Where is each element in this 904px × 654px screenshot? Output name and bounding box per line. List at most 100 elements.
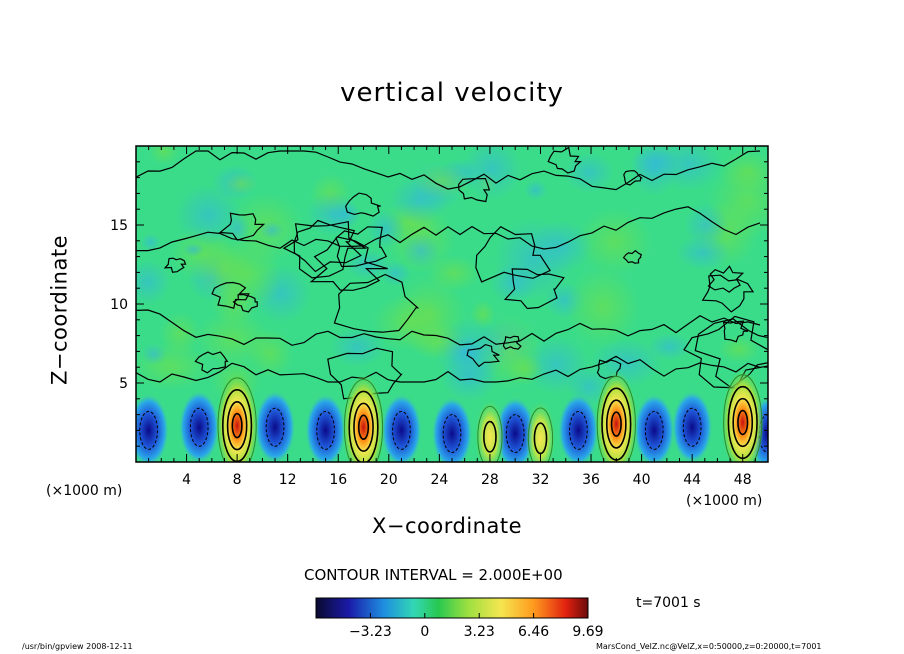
texture-blob [435, 317, 506, 387]
colorbar-ticks: −3.23 0 3.23 6.46 9.69 [349, 613, 604, 640]
updraft-contour [231, 412, 243, 439]
contour-line [136, 355, 761, 383]
texture-blob [576, 207, 653, 277]
x-tick-label: 36 [582, 472, 600, 488]
updraft-cell [342, 373, 386, 462]
contour-line [335, 226, 388, 268]
x-tick-label: 48 [734, 472, 752, 488]
downdraft-cell [136, 394, 169, 462]
downdraft-contour [316, 410, 335, 450]
x-tick-label: 20 [380, 472, 398, 488]
x-tick-label: 44 [683, 472, 701, 488]
updraft-cell [215, 371, 259, 462]
contour-line [309, 236, 388, 291]
contour-line [211, 281, 250, 309]
colorbar-tick-label: 3.23 [464, 624, 495, 640]
texture-blob [159, 311, 202, 356]
contour-line [218, 212, 266, 241]
updraft-contour [343, 379, 384, 462]
texture-blob [330, 327, 385, 367]
convective-cells [136, 368, 768, 462]
footer-program-date: /usr/bin/gpview 2008-12-11 [22, 642, 133, 651]
texture-blob [647, 333, 692, 361]
contour-line [475, 225, 551, 283]
texture-blob [565, 265, 640, 349]
contour-line [293, 219, 362, 273]
texture-blob [223, 172, 258, 195]
y-tick-label: 15 [110, 218, 128, 234]
y-tick-label: 10 [110, 297, 128, 313]
updraft-cell [474, 398, 506, 462]
contour-line [327, 347, 403, 400]
x-axis-label: X−coordinate [372, 514, 522, 538]
downdraft-contour [644, 410, 664, 450]
contour-line [694, 318, 768, 389]
x-unit-label-right: (×1000 m) [686, 493, 763, 509]
texture-blob [140, 233, 161, 252]
texture-blob [259, 220, 285, 240]
texture-blob [182, 242, 205, 257]
downdraft-contour [139, 410, 158, 450]
downdraft-cell [431, 397, 473, 462]
downdraft-contour [392, 410, 411, 450]
contour-line [163, 257, 187, 273]
updraft-contour [596, 375, 636, 462]
contour-line [622, 249, 643, 264]
contour-line [701, 274, 755, 313]
texture-blob [225, 213, 250, 243]
texture-blob [427, 255, 481, 292]
plot-area [136, 146, 768, 462]
updraft-contour [533, 422, 548, 455]
updraft-contour [527, 407, 554, 462]
texture-blob [413, 163, 471, 199]
updraft-cell [525, 400, 556, 462]
downdraft-contour [569, 410, 588, 450]
downdraft-cell [634, 394, 675, 462]
contour-line [722, 320, 749, 343]
x-tick-label: 12 [279, 472, 297, 488]
contour-line [136, 150, 761, 191]
texture-blob [530, 220, 593, 273]
updraft-contour [226, 400, 248, 451]
downdraft-contour [189, 407, 209, 447]
colorbar-tick-label: 6.46 [518, 624, 549, 640]
downdraft-cell [558, 394, 599, 462]
texture-blob [630, 146, 681, 178]
updraft-contour [605, 399, 627, 449]
downdraft-contour [682, 407, 702, 447]
x-tick-label: 4 [182, 472, 191, 488]
downdraft-cell [178, 390, 220, 462]
contour-line [136, 306, 761, 346]
updraft-contour [217, 377, 257, 462]
x-tick-label: 24 [430, 472, 448, 488]
texture-blob [524, 179, 547, 201]
updraft-contour [610, 411, 622, 437]
texture-blob [564, 152, 614, 193]
updraft-contour [723, 374, 763, 462]
colorbar-tick-label: −3.23 [349, 624, 392, 640]
texture-blob [306, 191, 360, 237]
x-tick-label: 32 [532, 472, 550, 488]
downdraft-contour [265, 407, 285, 447]
contour-line [333, 273, 420, 333]
downdraft-contour [442, 414, 462, 454]
updraft-cell [594, 370, 638, 462]
contour-line [194, 351, 229, 374]
downdraft-cell [254, 390, 296, 462]
updraft-contour [732, 397, 754, 448]
updraft-contour [477, 405, 503, 462]
colorbar-tick-label: 0 [420, 624, 429, 640]
x-tick-label: 40 [633, 472, 651, 488]
footer-data-source: MarsCond_VelZ.nc@VelZ,x=0:50000,z=0:2000… [596, 642, 822, 651]
texture-blob [175, 184, 242, 246]
texture-blob [462, 146, 522, 201]
colorbar-tick-label: 9.69 [572, 624, 603, 640]
updraft-contour [348, 390, 379, 462]
contour-line [707, 265, 745, 293]
x-tick-label: 16 [329, 472, 347, 488]
downdraft-cell [381, 394, 422, 462]
x-unit-label-left: (×1000 m) [46, 483, 123, 499]
chart-title: vertical velocity [340, 78, 564, 108]
downdraft-contour [505, 414, 525, 454]
